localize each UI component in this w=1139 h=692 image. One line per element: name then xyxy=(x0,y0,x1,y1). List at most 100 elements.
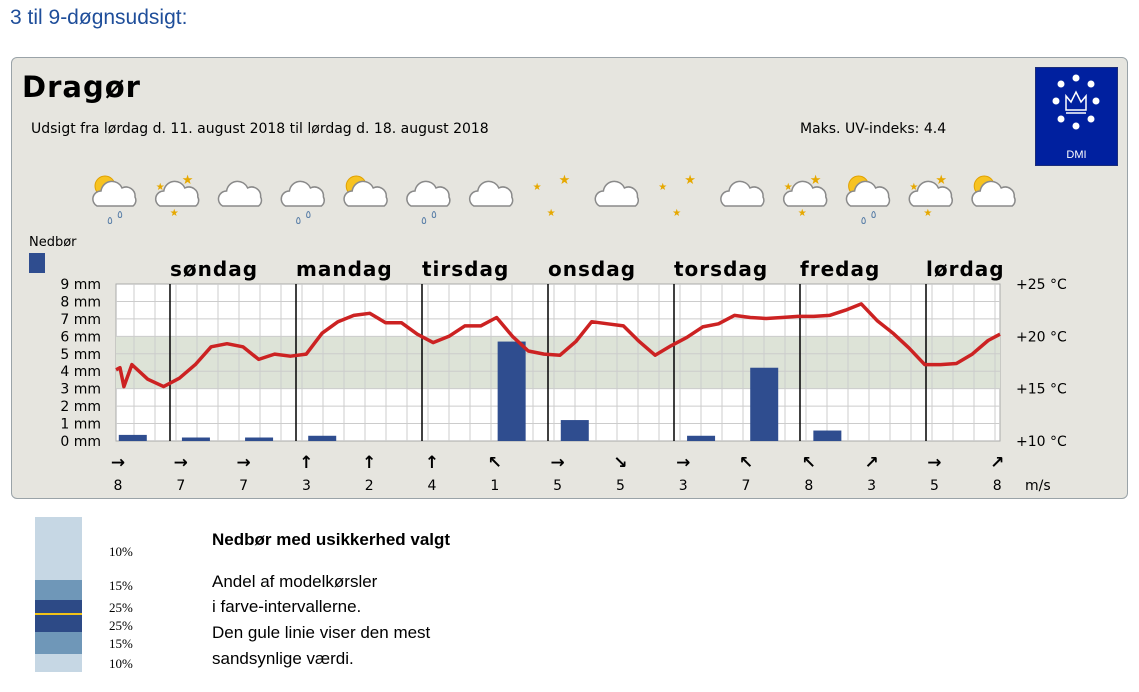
wind-speed: 8 xyxy=(114,478,123,494)
wind-direction-icon: ↑ xyxy=(425,453,439,473)
svg-text:٥: ٥ xyxy=(107,214,113,227)
precip-bar xyxy=(118,434,147,441)
legend-line-2: i farve-intervallerne. xyxy=(212,597,362,616)
legend-pct-3: 25% xyxy=(109,600,133,615)
precip-tick-label: 7 mm xyxy=(60,312,101,328)
temp-tick-label: +15 °C xyxy=(1016,382,1067,398)
svg-text:٥: ٥ xyxy=(421,214,427,227)
legend-band-mid-top xyxy=(35,580,82,600)
sun-cloud-icon xyxy=(343,175,388,207)
legend-line-3: Den gule linie viser den mest xyxy=(212,623,431,642)
wind-speed: 3 xyxy=(679,478,688,494)
wind-direction-icon: → xyxy=(676,453,690,473)
precip-bar xyxy=(750,367,779,441)
moon-cloud-icon: ★ ★ ★ xyxy=(908,173,953,219)
moon-stars-icon: ★ ★ ★ xyxy=(533,173,571,219)
svg-text:★: ★ xyxy=(784,182,793,193)
svg-text:★: ★ xyxy=(170,208,179,219)
precip-legend-swatch xyxy=(29,253,45,273)
wind-direction-icon: ↖ xyxy=(739,453,753,473)
wind-direction-icon: ↑ xyxy=(362,453,376,473)
wind-direction-icon: → xyxy=(174,453,188,473)
svg-text:★: ★ xyxy=(533,182,542,193)
wind-speed: 2 xyxy=(365,478,374,494)
precip-tick-label: 4 mm xyxy=(60,364,101,380)
wind-speed: 8 xyxy=(993,478,1002,494)
precip-bar xyxy=(560,420,589,441)
moon-cloud-icon: ★ ★ ★ xyxy=(782,173,828,219)
uncertainty-legend-bar xyxy=(35,517,82,672)
svg-text:★: ★ xyxy=(810,173,822,188)
wind-speed: 7 xyxy=(176,478,185,494)
temperature-line xyxy=(115,302,1001,389)
uv-index: Maks. UV-indeks: 4.4 xyxy=(800,121,947,137)
legend-pct-4: 25% xyxy=(109,618,133,633)
svg-text:٥: ٥ xyxy=(295,214,301,227)
precip-bar xyxy=(181,437,210,441)
precip-tick-label: 3 mm xyxy=(60,382,101,398)
svg-text:★: ★ xyxy=(547,208,556,219)
wind-direction-icon: → xyxy=(236,453,250,473)
cloud-icon xyxy=(468,180,514,207)
wind-speed: 5 xyxy=(616,478,625,494)
wind-unit: m/s xyxy=(1025,478,1051,494)
city-title: Dragør xyxy=(22,70,141,104)
wind-speed: 5 xyxy=(930,478,939,494)
precip-bar xyxy=(245,437,274,441)
wind-direction-icon: ↘ xyxy=(613,453,627,473)
crown-emblem-icon xyxy=(1052,74,1100,130)
svg-text:٥: ٥ xyxy=(861,214,867,227)
cloud-icon xyxy=(720,180,765,207)
svg-text:★: ★ xyxy=(923,208,932,219)
precip-bar xyxy=(497,341,526,441)
wind-speed: 5 xyxy=(553,478,562,494)
svg-text:★: ★ xyxy=(559,173,571,188)
legend-yellow-line xyxy=(35,613,82,615)
precip-tick-label: 2 mm xyxy=(60,399,101,415)
moon-cloud-icon: ★ ★ ★ xyxy=(154,173,200,219)
cloud-icon xyxy=(217,180,263,207)
wind-direction-icon: ↖ xyxy=(802,453,816,473)
svg-text:★: ★ xyxy=(156,182,165,193)
wind-direction-icon: ↗ xyxy=(864,453,878,473)
wind-speed: 3 xyxy=(867,478,876,494)
legend-pct-5: 15% xyxy=(109,636,133,651)
svg-text:٥: ٥ xyxy=(871,208,877,221)
wind-direction-icon: → xyxy=(550,453,564,473)
precip-tick-label: 0 mm xyxy=(60,434,101,450)
wind-direction-icon: → xyxy=(927,453,941,473)
temp-tick-label: +25 °C xyxy=(1016,277,1067,293)
legend-pct-2: 15% xyxy=(109,578,133,593)
dmi-logo[interactable]: DMI xyxy=(1035,67,1118,166)
legend-pct-6: 10% xyxy=(109,656,133,671)
wind-direction-icon: ↑ xyxy=(299,453,313,473)
day-label-1: mandag xyxy=(296,257,393,281)
wind-speed: 1 xyxy=(490,478,499,494)
day-label-6: lørdag xyxy=(926,257,1005,281)
wind-speed: 7 xyxy=(742,478,751,494)
svg-text:★: ★ xyxy=(672,208,681,219)
legend-band-mid-bottom xyxy=(35,632,82,654)
legend-line-1: Andel af modelkørsler xyxy=(212,572,378,591)
wind-speed: 4 xyxy=(428,478,437,494)
dmi-logo-text: DMI xyxy=(1066,149,1087,161)
precip-bar xyxy=(687,435,716,441)
legend-band-dark xyxy=(35,600,82,632)
forecast-period: Udsigt fra lørdag d. 11. august 2018 til… xyxy=(31,121,489,137)
legend-line-4: sandsynlige værdi. xyxy=(212,649,354,668)
wind-speed: 3 xyxy=(302,478,311,494)
temp-band xyxy=(116,336,1000,389)
svg-text:★: ★ xyxy=(182,173,194,188)
legend-pct-1: 10% xyxy=(109,544,133,559)
svg-text:★: ★ xyxy=(909,182,918,193)
wind-speed: 7 xyxy=(239,478,248,494)
precip-tick-label: 6 mm xyxy=(60,329,101,345)
legend-title: Nedbør med usikkerhed valgt xyxy=(212,530,451,549)
wind-direction-icon: → xyxy=(111,453,125,473)
svg-text:★: ★ xyxy=(798,208,807,219)
wind-direction-icon: ↗ xyxy=(990,453,1004,473)
